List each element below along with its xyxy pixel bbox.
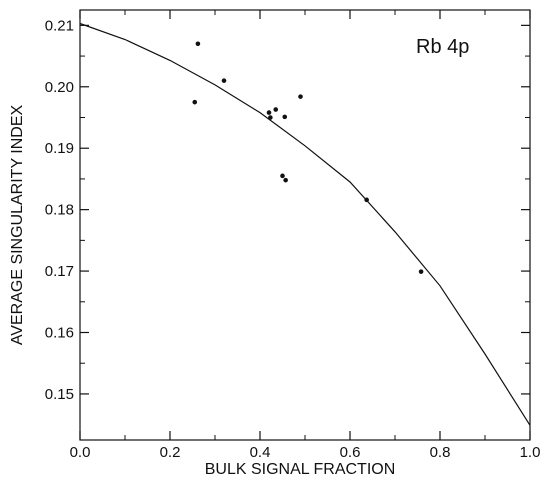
y-tick-label: 0.18 (45, 202, 74, 219)
y-tick-label: 0.21 (45, 17, 74, 34)
x-tick-label: 0.4 (250, 444, 271, 461)
x-tick-label: 0.0 (70, 444, 91, 461)
x-tick-label: 0.2 (160, 444, 181, 461)
data-point (195, 41, 201, 47)
data-point (280, 173, 285, 179)
data-points (192, 41, 424, 274)
y-tick-label: 0.19 (45, 140, 74, 157)
data-point (273, 107, 279, 112)
data-point (221, 78, 227, 83)
data-point (266, 110, 272, 115)
tick-labels: 0.0 0.2 0.4 0.6 0.8 1.0 0.15 0.16 0.17 0.18 0.19 0.… (45, 17, 541, 461)
y-axis-label: AVERAGE SINGULARITY INDEX (9, 104, 26, 345)
fit-curve (79, 22, 531, 426)
x-axis-label: BULK SIGNAL FRACTION (205, 461, 396, 478)
data-point (282, 114, 288, 120)
data-point (268, 115, 273, 120)
data-point (418, 269, 424, 274)
data-point (364, 197, 369, 203)
y-tick-label: 0.20 (45, 79, 74, 96)
x-tick-label: 1.0 (520, 444, 541, 461)
data-point (298, 94, 303, 99)
x-tick-label: 0.6 (340, 444, 361, 461)
y-tick-label: 0.16 (45, 325, 74, 342)
y-tick-label: 0.15 (45, 386, 74, 403)
annotation-label: Rb 4p (416, 36, 469, 58)
plot-frame (79, 9, 531, 441)
data-point (283, 177, 288, 183)
y-tick-label: 0.17 (45, 263, 74, 280)
data-point (192, 99, 198, 105)
x-tick-label: 0.8 (430, 444, 451, 461)
axis-ticks (79, 10, 531, 440)
